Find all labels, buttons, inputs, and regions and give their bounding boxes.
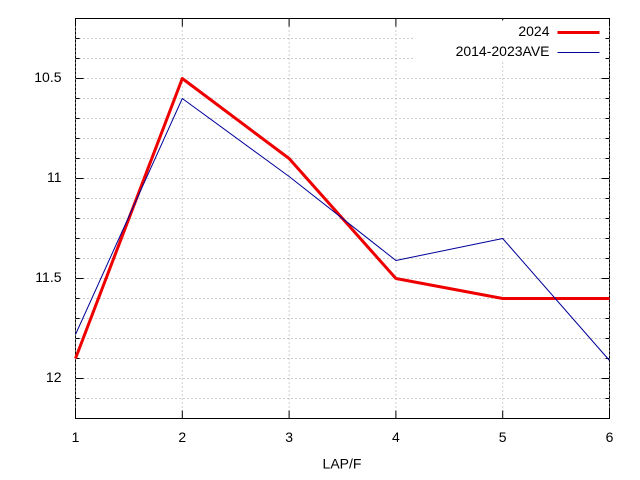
x-tick-label: 1 — [72, 429, 80, 445]
y-tick-label: 11.5 — [35, 269, 61, 285]
x-tick-label: 6 — [606, 429, 614, 445]
legend-label: 2024 — [518, 23, 549, 39]
y-tick-label: 11 — [47, 169, 62, 185]
y-tick-label: 12 — [46, 369, 62, 385]
legend-box — [413, 20, 606, 63]
x-tick-label: 2 — [178, 429, 186, 445]
x-axis-label: LAP/F — [323, 456, 362, 472]
x-tick-label: 3 — [285, 429, 293, 445]
series-line — [75, 98, 610, 361]
x-tick-label: 5 — [499, 429, 507, 445]
x-tick-label: 4 — [392, 429, 400, 445]
y-tick-label: 10.5 — [34, 69, 61, 85]
legend-label: 2014-2023AVE — [456, 43, 550, 59]
